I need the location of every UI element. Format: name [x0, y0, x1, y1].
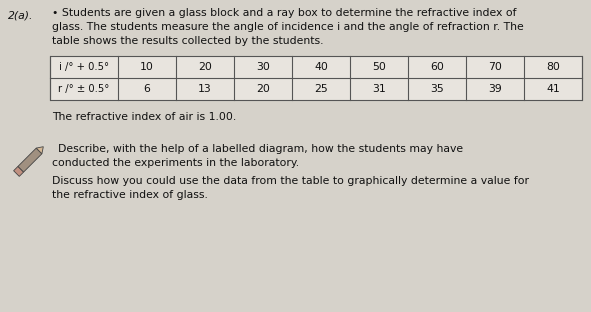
Polygon shape [36, 147, 43, 154]
Text: 60: 60 [430, 62, 444, 72]
Text: 70: 70 [488, 62, 502, 72]
Text: 40: 40 [314, 62, 328, 72]
Text: 35: 35 [430, 84, 444, 94]
Text: r /° ± 0.5°: r /° ± 0.5° [59, 84, 110, 94]
FancyBboxPatch shape [50, 56, 582, 100]
Text: 13: 13 [198, 84, 212, 94]
Text: glass. The students measure the angle of incidence i and the angle of refraction: glass. The students measure the angle of… [52, 22, 524, 32]
Text: 2(a).: 2(a). [8, 10, 34, 20]
Text: i /° + 0.5°: i /° + 0.5° [59, 62, 109, 72]
Text: 31: 31 [372, 84, 386, 94]
Text: table shows the results collected by the students.: table shows the results collected by the… [52, 36, 323, 46]
Text: 6: 6 [144, 84, 151, 94]
Polygon shape [14, 167, 24, 176]
Text: conducted the experiments in the laboratory.: conducted the experiments in the laborat… [52, 158, 299, 168]
Text: • Students are given a glass block and a ray box to determine the refractive ind: • Students are given a glass block and a… [52, 8, 517, 18]
Text: The refractive index of air is 1.00.: The refractive index of air is 1.00. [52, 112, 236, 122]
Polygon shape [18, 148, 42, 172]
Text: 20: 20 [198, 62, 212, 72]
Text: 20: 20 [256, 84, 270, 94]
Text: Discuss how you could use the data from the table to graphically determine a val: Discuss how you could use the data from … [52, 176, 529, 186]
Text: 30: 30 [256, 62, 270, 72]
Text: 10: 10 [140, 62, 154, 72]
Text: 80: 80 [546, 62, 560, 72]
Text: 41: 41 [546, 84, 560, 94]
Text: 25: 25 [314, 84, 328, 94]
Text: 50: 50 [372, 62, 386, 72]
Text: 39: 39 [488, 84, 502, 94]
Text: the refractive index of glass.: the refractive index of glass. [52, 190, 208, 200]
Text: Describe, with the help of a labelled diagram, how the students may have: Describe, with the help of a labelled di… [58, 144, 463, 154]
